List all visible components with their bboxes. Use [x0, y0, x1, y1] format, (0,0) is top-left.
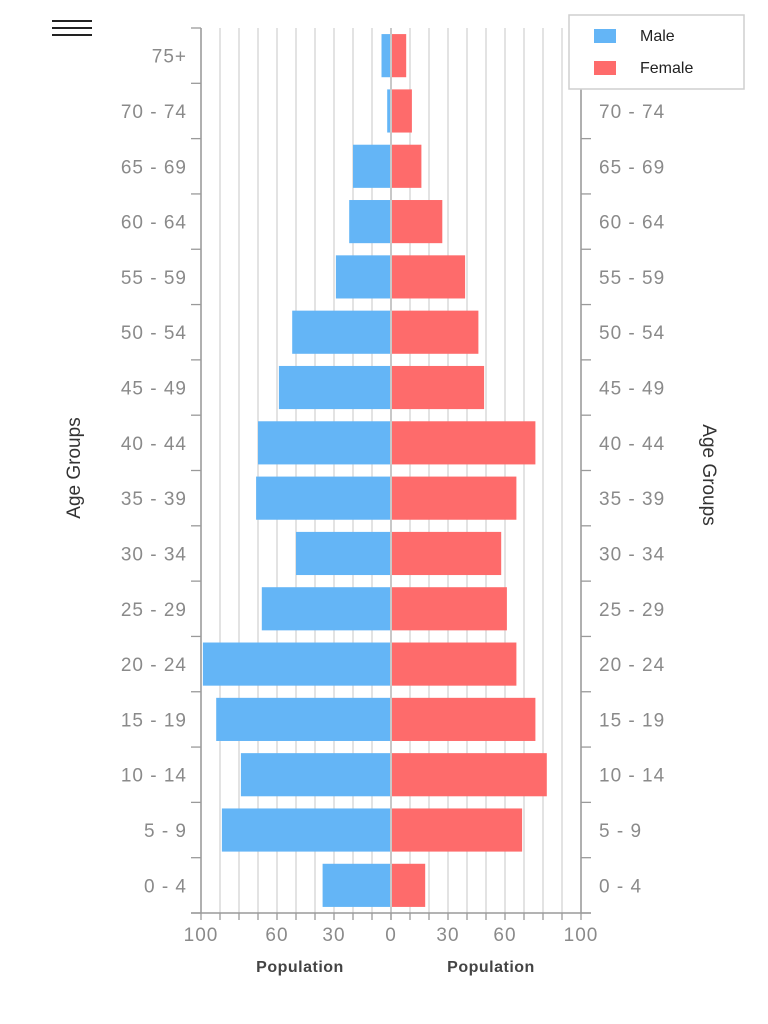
bar-male-8 [258, 421, 391, 465]
legend-female-label[interactable]: Female [640, 60, 693, 77]
bar-female-13 [391, 144, 422, 188]
left-y-tick-label: 30 - 34 [121, 544, 187, 565]
left-y-axis-title: Age Groups [64, 417, 85, 518]
legend-female-swatch [594, 61, 616, 75]
legend-male-swatch [594, 29, 616, 43]
bar-female-0 [391, 863, 426, 907]
bar-male-9 [278, 365, 391, 410]
right-y-tick-label: 60 - 64 [599, 213, 665, 234]
bar-female-10 [391, 310, 479, 354]
bar-female-6 [391, 531, 502, 576]
left-y-tick-label: 65 - 69 [121, 157, 187, 178]
axes: 0 - 4 0 - 4 5 - 9 5 - 9 10 - 14 10 - 14 15 - 1… [121, 27, 665, 946]
bar-male-14 [387, 89, 391, 133]
bar-male-5 [261, 587, 391, 631]
left-x-tick-label: 0 [385, 925, 397, 946]
left-y-tick-label: 40 - 44 [121, 434, 187, 455]
bar-male-10 [292, 310, 391, 354]
bar-female-9 [391, 365, 485, 410]
right-x-axis-title: Population [447, 959, 535, 976]
right-x-tick-label: 100 [564, 925, 599, 946]
bar-female-1 [391, 808, 523, 852]
right-y-tick-label: 30 - 34 [599, 544, 665, 565]
right-y-tick-label: 5 - 9 [599, 821, 642, 842]
menu-button[interactable] [52, 18, 94, 40]
left-y-tick-label: 70 - 74 [121, 102, 187, 123]
right-y-tick-label: 45 - 49 [599, 379, 665, 400]
right-x-tick-label: 30 [436, 925, 459, 946]
legend[interactable]: Male Female [568, 14, 745, 90]
right-y-tick-label: 25 - 29 [599, 600, 665, 621]
legend-male-label[interactable]: Male [640, 28, 675, 45]
right-y-tick-label: 20 - 24 [599, 655, 665, 676]
left-y-tick-label: 25 - 29 [121, 600, 187, 621]
left-y-tick-label: 15 - 19 [121, 710, 187, 731]
bar-male-11 [335, 255, 391, 299]
left-y-tick-label: 5 - 9 [144, 821, 187, 842]
bar-male-6 [296, 531, 391, 576]
right-y-tick-label: 35 - 39 [599, 489, 665, 510]
left-x-axis-title: Population [256, 959, 344, 976]
right-y-tick-label: 70 - 74 [599, 102, 665, 123]
right-y-tick-label: 10 - 14 [599, 766, 665, 787]
bar-female-11 [391, 255, 466, 299]
bar-female-3 [391, 697, 536, 741]
right-y-tick-label: 0 - 4 [599, 876, 642, 897]
bars [202, 34, 547, 907]
left-x-tick-label: 30 [322, 925, 345, 946]
bar-female-14 [391, 89, 412, 133]
bar-male-0 [322, 863, 391, 907]
legend-box [568, 14, 745, 90]
bar-female-4 [391, 642, 517, 686]
bar-male-1 [221, 808, 391, 852]
bar-female-2 [391, 753, 547, 797]
bar-male-12 [349, 200, 391, 244]
right-y-tick-label: 65 - 69 [599, 157, 665, 178]
bar-female-12 [391, 200, 443, 244]
left-y-tick-label: 50 - 54 [121, 323, 187, 344]
right-x-tick-label: 60 [493, 925, 516, 946]
right-y-tick-label: 55 - 59 [599, 268, 665, 289]
left-y-tick-label: 20 - 24 [121, 655, 187, 676]
right-y-tick-label: 15 - 19 [599, 710, 665, 731]
right-y-axis-title: Age Groups [698, 424, 719, 525]
left-y-tick-label: 45 - 49 [121, 379, 187, 400]
bar-male-7 [256, 476, 391, 520]
bar-female-8 [391, 421, 536, 465]
bar-male-15 [381, 34, 391, 78]
bar-female-15 [391, 34, 407, 78]
left-y-tick-label: 35 - 39 [121, 489, 187, 510]
bar-male-4 [202, 642, 391, 686]
bar-male-3 [216, 697, 391, 741]
left-y-tick-label: 0 - 4 [144, 876, 187, 897]
left-x-tick-label: 60 [265, 925, 288, 946]
right-y-tick-label: 40 - 44 [599, 434, 665, 455]
bar-male-13 [353, 144, 391, 188]
bar-female-7 [391, 476, 517, 520]
bar-male-2 [240, 753, 391, 797]
left-x-tick-label: 100 [184, 925, 219, 946]
right-y-tick-label: 50 - 54 [599, 323, 665, 344]
left-y-tick-label: 55 - 59 [121, 268, 187, 289]
left-y-tick-label: 60 - 64 [121, 213, 187, 234]
left-y-tick-label: 75+ [152, 47, 187, 68]
left-y-tick-label: 10 - 14 [121, 766, 187, 787]
bar-female-5 [391, 587, 507, 631]
